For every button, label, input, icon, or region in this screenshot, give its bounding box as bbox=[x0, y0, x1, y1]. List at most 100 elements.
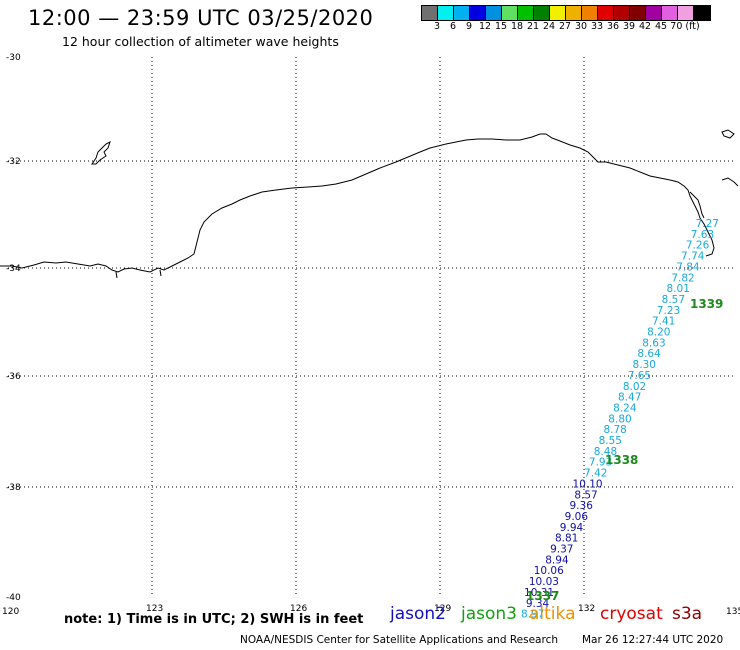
color-scale-label: 3 bbox=[433, 21, 441, 32]
longitude-label: 123 bbox=[146, 604, 163, 614]
swh-value-jason3: 8.64 bbox=[637, 348, 661, 360]
longitude-label: 135 bbox=[726, 607, 740, 617]
satellite-tracks: 7.277.637.267.747.847.828.018.577.237.41… bbox=[521, 218, 719, 621]
swh-value-jason3: 7.63 bbox=[691, 229, 714, 241]
swh-value-jason2: 8.57 bbox=[574, 489, 597, 501]
color-scale-cell bbox=[438, 6, 454, 20]
longitude-labels: 120 123 126 129 132 135 bbox=[2, 604, 740, 617]
swh-value-jason3: 7.82 bbox=[671, 272, 694, 284]
color-scale-cell bbox=[566, 6, 582, 20]
swh-value-jason2: 8.94 bbox=[545, 554, 569, 566]
legend-jason3: jason3 bbox=[461, 604, 517, 624]
swh-value-jason3: 8.01 bbox=[667, 283, 690, 295]
color-scale-label: 39 bbox=[622, 21, 636, 32]
color-scale-label: 15 bbox=[494, 21, 508, 32]
swh-value-jason3: 7.84 bbox=[676, 261, 700, 273]
island bbox=[91, 141, 111, 165]
color-scale-cell bbox=[694, 6, 710, 20]
swh-value-jason3: 7.93 bbox=[589, 457, 612, 469]
longitude-label: 120 bbox=[2, 607, 19, 617]
color-scale-label: 70 (ft) bbox=[670, 21, 700, 32]
swh-value-jason2: 10.06 bbox=[534, 565, 564, 577]
color-scale-label: 33 bbox=[590, 21, 604, 32]
color-scale-cell bbox=[518, 6, 534, 20]
swh-value-jason3: 7.65 bbox=[628, 370, 651, 382]
swh-value-jason3: 8.57 bbox=[662, 294, 685, 306]
pass-number: 1339 bbox=[690, 297, 723, 311]
swh-value-jason3: 8.30 bbox=[633, 359, 656, 371]
longitude-label: 126 bbox=[290, 604, 307, 614]
longitude-label: 129 bbox=[434, 604, 451, 614]
latitude-label: -30 bbox=[6, 53, 21, 63]
swh-value-jason2: 10.03 bbox=[529, 576, 559, 588]
chart-subtitle: 12 hour collection of altimeter wave hei… bbox=[62, 34, 339, 49]
coastline-detail bbox=[689, 191, 705, 219]
pass-number: 1338 bbox=[605, 453, 638, 467]
coast-marker bbox=[115, 269, 162, 279]
swh-value-jason2: 9.37 bbox=[550, 544, 573, 556]
color-scale-label: 27 bbox=[558, 21, 572, 32]
color-scale-label: 12 bbox=[478, 21, 492, 32]
swh-value-jason3: 8.47 bbox=[618, 392, 641, 404]
swh-value-jason3: 7.74 bbox=[681, 251, 705, 263]
swh-value-jason3: 7.41 bbox=[652, 316, 675, 328]
swh-value-jason3: 8.78 bbox=[603, 424, 626, 436]
chart-title: 12:00 — 23:59 UTC 03/25/2020 bbox=[28, 6, 374, 30]
swh-value-jason3: 8.97 bbox=[521, 609, 544, 621]
latitude-labels: -30 -32 -34 -36 -38 -40 bbox=[6, 53, 21, 603]
longitude-label: 132 bbox=[578, 604, 595, 614]
swh-value-jason3: 8.80 bbox=[608, 413, 631, 425]
latitude-label: -32 bbox=[6, 157, 21, 167]
swh-value-jason3: 7.42 bbox=[584, 468, 607, 480]
swh-value-jason3: 7.23 bbox=[657, 305, 680, 317]
color-scale-cell bbox=[630, 6, 646, 20]
color-scale-cell bbox=[614, 6, 630, 20]
color-scale-cell bbox=[678, 6, 694, 20]
island-small bbox=[721, 129, 735, 139]
swh-value-jason3: 8.55 bbox=[599, 435, 622, 447]
swh-value-jason2: 8.81 bbox=[555, 533, 578, 545]
color-scale-cell bbox=[454, 6, 470, 20]
coastline bbox=[0, 133, 715, 273]
color-scale-cell bbox=[534, 6, 550, 20]
swh-value-jason3: 7.26 bbox=[686, 240, 710, 252]
graticule bbox=[8, 57, 736, 597]
credit-line: NOAA/NESDIS Center for Satellite Applica… bbox=[240, 634, 558, 646]
swh-value-jason2: 9.34 bbox=[526, 598, 550, 610]
swh-value-jason2: 10.31 bbox=[524, 587, 554, 599]
swh-value-jason2: 10.10 bbox=[573, 478, 603, 490]
color-scale-label: 24 bbox=[542, 21, 556, 32]
timestamp: Mar 26 12:27:44 UTC 2020 bbox=[582, 634, 724, 646]
swh-value-jason3: 8.02 bbox=[623, 381, 646, 393]
legend-jason2: jason2 bbox=[390, 604, 446, 624]
swh-value-jason2: 9.06 bbox=[565, 511, 589, 523]
color-scale-label: 30 bbox=[574, 21, 588, 32]
legend-altika: altika bbox=[529, 604, 576, 624]
pass-numbers: 1339 1338 1337 bbox=[526, 297, 723, 603]
color-scale-cell bbox=[486, 6, 502, 20]
swh-value-jason3: 7.27 bbox=[696, 218, 719, 230]
swh-value-jason2: 9.36 bbox=[570, 500, 594, 512]
island-east bbox=[721, 177, 739, 187]
color-scale-cell bbox=[470, 6, 486, 20]
color-scale-cell bbox=[422, 6, 438, 20]
color-scale-label: 18 bbox=[510, 21, 524, 32]
color-scale-cell bbox=[550, 6, 566, 20]
latitude-label: -40 bbox=[6, 593, 21, 603]
legend-cryosat: cryosat bbox=[600, 604, 663, 624]
latitude-label: -36 bbox=[6, 372, 21, 382]
footnote: note: 1) Time is in UTC; 2) SWH is in fe… bbox=[64, 612, 364, 627]
color-scale-label: 21 bbox=[526, 21, 540, 32]
legend-s3a: s3a bbox=[672, 604, 703, 624]
color-scale-bar bbox=[421, 5, 711, 21]
color-scale-cell bbox=[502, 6, 518, 20]
color-scale-cell bbox=[662, 6, 678, 20]
color-scale-cell bbox=[598, 6, 614, 20]
latitude-label: -38 bbox=[6, 483, 21, 493]
color-scale-cell bbox=[582, 6, 598, 20]
color-scale-label: 45 bbox=[654, 21, 668, 32]
swh-value-jason3: 8.48 bbox=[594, 446, 617, 458]
color-scale-label: 42 bbox=[638, 21, 652, 32]
latitude-label: -34 bbox=[6, 264, 21, 274]
